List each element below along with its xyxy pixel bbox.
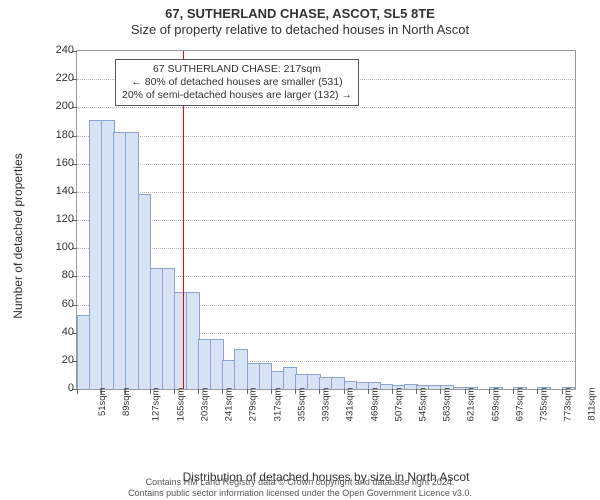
x-tick <box>125 389 126 394</box>
gridline <box>77 220 575 221</box>
x-tick-label: 735sqm <box>538 388 549 422</box>
x-tick <box>222 389 223 394</box>
title-line-1: 67, SUTHERLAND CHASE, ASCOT, SL5 8TE <box>0 6 600 22</box>
y-tick-label: 140 <box>46 185 74 197</box>
y-tick-label: 220 <box>46 72 74 84</box>
y-tick-label: 80 <box>46 269 74 281</box>
gridline <box>77 164 575 165</box>
x-tick-label: 621sqm <box>466 388 477 422</box>
x-tick-label: 127sqm <box>151 388 162 422</box>
x-tick-label: 583sqm <box>442 388 453 422</box>
x-tick <box>271 389 272 394</box>
x-tick <box>440 389 441 394</box>
y-tick-label: 160 <box>46 157 74 169</box>
y-tick-label: 100 <box>46 241 74 253</box>
x-tick <box>537 389 538 394</box>
x-tick <box>465 389 466 394</box>
x-tick <box>562 389 563 394</box>
x-tick-label: 469sqm <box>369 388 380 422</box>
x-tick <box>368 389 369 394</box>
gridline <box>77 192 575 193</box>
footer-line-1: Contains HM Land Registry data © Crown c… <box>0 477 600 487</box>
y-tick-label: 20 <box>46 354 74 366</box>
x-tick-label: 317sqm <box>272 388 283 422</box>
x-tick-label: 431sqm <box>345 388 356 422</box>
x-tick-label: 165sqm <box>175 388 186 422</box>
gridline <box>77 136 575 137</box>
x-tick <box>101 389 102 394</box>
x-tick-label: 51sqm <box>97 388 108 417</box>
x-tick-label: 811sqm <box>586 388 597 421</box>
x-tick <box>150 389 151 394</box>
x-tick <box>416 389 417 394</box>
x-tick-label: 393sqm <box>320 388 331 422</box>
x-tick-label: 507sqm <box>393 388 404 422</box>
footer-attribution: Contains HM Land Registry data © Crown c… <box>0 477 600 498</box>
y-tick-label: 120 <box>46 213 74 225</box>
x-tick-label: 545sqm <box>417 388 428 422</box>
y-tick-label: 60 <box>46 298 74 310</box>
footer-line-2: Contains public sector information licen… <box>0 488 600 498</box>
histogram-chart: Number of detached properties 51sqm89sqm… <box>46 46 580 426</box>
x-tick <box>513 389 514 394</box>
y-tick-label: 240 <box>46 44 74 56</box>
y-tick-label: 0 <box>46 382 74 394</box>
annotation-line-1: 67 SUTHERLAND CHASE: 217sqm <box>122 63 352 76</box>
x-tick <box>174 389 175 394</box>
x-tick-label: 659sqm <box>490 388 501 422</box>
x-tick-label: 279sqm <box>248 388 259 422</box>
x-tick <box>319 389 320 394</box>
x-tick-label: 203sqm <box>199 388 210 422</box>
x-tick <box>489 389 490 394</box>
x-tick <box>198 389 199 394</box>
y-tick-label: 180 <box>46 129 74 141</box>
annotation-line-2: ← 80% of detached houses are smaller (53… <box>122 76 352 89</box>
y-tick-label: 200 <box>46 100 74 112</box>
chart-title: 67, SUTHERLAND CHASE, ASCOT, SL5 8TE Siz… <box>0 0 600 37</box>
gridline <box>77 248 575 249</box>
x-tick-label: 89sqm <box>121 388 132 417</box>
x-tick-label: 355sqm <box>296 388 307 422</box>
title-line-2: Size of property relative to detached ho… <box>0 22 600 38</box>
annotation-line-3: 20% of semi-detached houses are larger (… <box>122 89 352 102</box>
annotation-box: 67 SUTHERLAND CHASE: 217sqm ← 80% of det… <box>115 59 359 106</box>
x-tick <box>344 389 345 394</box>
plot-area: 51sqm89sqm127sqm165sqm203sqm241sqm279sqm… <box>76 50 576 390</box>
x-tick <box>77 389 78 394</box>
y-axis-label: Number of detached properties <box>11 153 25 318</box>
x-tick <box>295 389 296 394</box>
x-tick-label: 773sqm <box>563 388 574 422</box>
x-tick-label: 697sqm <box>514 388 525 422</box>
x-tick <box>392 389 393 394</box>
y-tick-label: 40 <box>46 326 74 338</box>
x-tick-label: 241sqm <box>223 388 234 422</box>
gridline <box>77 107 575 108</box>
x-tick <box>247 389 248 394</box>
